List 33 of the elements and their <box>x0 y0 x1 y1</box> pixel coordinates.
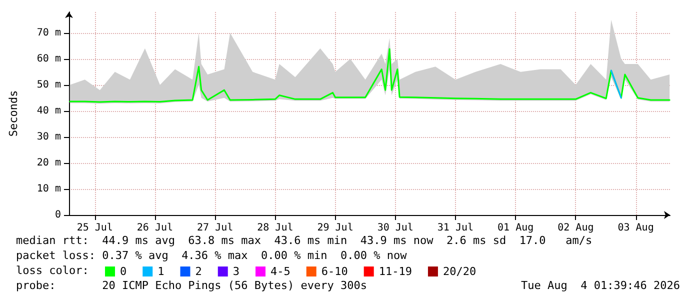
y-tick-label: 10 m <box>36 183 61 194</box>
text: Tue Aug 4 01:39:46 2026 <box>521 279 680 292</box>
x-tick-label: 01 Aug <box>498 222 534 234</box>
text: loss color: <box>16 264 89 277</box>
y-tick-label: 40 m <box>36 105 61 116</box>
text: packet loss: 0.37 % avg 4.36 % max 0.00 % min 0.00 % now <box>16 249 408 262</box>
y-axis-title: Seconds <box>7 90 20 137</box>
x-tick-label: 02 Aug <box>558 222 594 234</box>
x-tick-label: 31 Jul <box>437 222 474 234</box>
x-tick-label: 26 Jul <box>136 222 174 234</box>
y-tick-label: 0 <box>54 210 61 220</box>
legend-label: 4-5 <box>270 265 290 278</box>
x-tick-label: 03 Aug <box>618 222 654 234</box>
legend-label: 2 <box>195 265 202 278</box>
y-tick-label: 20 m <box>36 157 61 168</box>
y-tick-label: 70 m <box>36 27 61 38</box>
x-tick-label: 25 Jul <box>76 222 113 234</box>
line-series <box>69 48 670 103</box>
legend-label: 3 <box>232 265 240 278</box>
text: probe: 20 ICMP Echo Pings (56 Bytes) every 300s <box>16 279 367 292</box>
legend-label: 0 <box>120 265 127 278</box>
legend-label: 1 <box>158 265 164 278</box>
y-tick-label: 50 m <box>36 79 61 90</box>
x-tick-label: 29 Jul <box>317 222 354 234</box>
y-tick-label: 30 m <box>36 131 61 142</box>
legend-label: 11-19 <box>378 265 412 278</box>
text: median rtt: 44.9 ms avg 63.8 ms max 43.6 ms min 43.9 ms now 2.6 ms sd 17.0 am/s <box>16 234 592 247</box>
x-tick-label: 28 Jul <box>257 222 294 234</box>
x-tick-label: 27 Jul <box>197 222 234 234</box>
legend-label: 6-10 <box>321 265 348 278</box>
x-tick-label: 30 Jul <box>377 222 414 234</box>
legend-label: 20/20 <box>442 265 476 278</box>
y-tick-label: 60 m <box>36 53 61 64</box>
